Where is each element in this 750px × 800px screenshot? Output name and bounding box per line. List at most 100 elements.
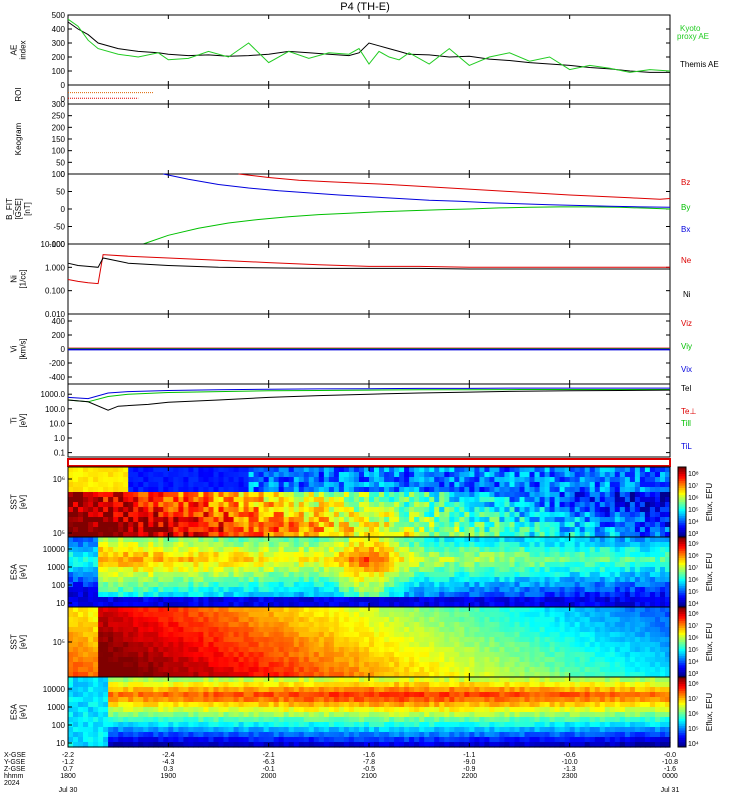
esa_e-cell bbox=[138, 572, 144, 578]
sst_e-cell bbox=[313, 467, 320, 473]
temperature-ylabel-line: Ti bbox=[10, 417, 19, 424]
sst_i-cell bbox=[429, 612, 435, 618]
sst_e-cell bbox=[479, 472, 485, 478]
esa_e-cell bbox=[634, 537, 641, 543]
esa_e-cell bbox=[198, 542, 204, 548]
sst_e-cell bbox=[148, 472, 154, 478]
sst_e-cell bbox=[544, 522, 551, 528]
sst_i-cell bbox=[78, 672, 84, 678]
sst_e-cell bbox=[604, 492, 611, 498]
density-ylabel-line: [1/cc] bbox=[19, 269, 28, 288]
sst_i-cell bbox=[464, 662, 470, 668]
sst_e-cell bbox=[639, 507, 646, 513]
sst_e-cell bbox=[639, 522, 646, 528]
sst_e-cell bbox=[609, 532, 616, 538]
esa_e-cell bbox=[474, 537, 480, 543]
esa_e-cell bbox=[328, 597, 335, 603]
sst_i-cell bbox=[364, 612, 370, 618]
sst_e-cell bbox=[404, 482, 410, 488]
sst_e-cell bbox=[359, 477, 365, 483]
esa_e-cell bbox=[258, 587, 265, 593]
sst_e-cell bbox=[399, 497, 405, 503]
esa_e-cell bbox=[158, 557, 164, 563]
esa_e-cell bbox=[634, 557, 641, 563]
sst_e-cell bbox=[444, 472, 450, 478]
sst_e-cell bbox=[333, 472, 340, 478]
sst_e-cell bbox=[660, 502, 666, 508]
sst_i-cell bbox=[499, 632, 505, 638]
sst_i-cell bbox=[303, 647, 310, 653]
sst_i-cell bbox=[369, 672, 375, 678]
esa_e-cell bbox=[263, 537, 270, 543]
sst_i-cell bbox=[253, 672, 260, 678]
sst_i-cell bbox=[434, 642, 440, 648]
sst_e-cell bbox=[655, 502, 661, 508]
esa_e-cell bbox=[394, 552, 400, 558]
esa_e-cell bbox=[278, 552, 285, 558]
sst_e-cell bbox=[233, 477, 240, 483]
sst_e-cell bbox=[123, 497, 129, 503]
esa_e-cell bbox=[308, 552, 315, 558]
sst_e-cell bbox=[268, 482, 275, 488]
sst_e-cell bbox=[639, 497, 646, 503]
sst_e-cell bbox=[619, 472, 626, 478]
sst_e-cell bbox=[394, 532, 400, 538]
temperature-series-tel bbox=[67, 389, 671, 411]
sst_i-cell bbox=[253, 667, 260, 673]
esa_e-cell bbox=[143, 537, 149, 543]
sst_i-cell bbox=[313, 657, 320, 663]
sst_e-cell bbox=[454, 482, 460, 488]
sst_i-cell bbox=[444, 627, 450, 633]
sst_e-cell bbox=[253, 492, 260, 498]
sst_i-cell bbox=[188, 647, 194, 653]
sst_e-cell bbox=[604, 497, 611, 503]
esa_e-cell bbox=[103, 572, 109, 578]
sst_i-cell bbox=[223, 627, 230, 633]
esa_e-cell bbox=[499, 557, 505, 563]
sst_i-cell bbox=[434, 652, 440, 658]
sst_e-cell bbox=[278, 532, 285, 538]
esa_e-cell bbox=[484, 572, 490, 578]
esa_e-cell bbox=[484, 582, 490, 588]
sst_e-cell bbox=[133, 482, 139, 488]
esa_e-cell bbox=[464, 602, 470, 608]
sst_e-cell bbox=[208, 472, 215, 478]
sst_e-cell bbox=[288, 487, 295, 493]
sst_e-cell bbox=[113, 502, 119, 508]
sst_e-cell bbox=[454, 512, 460, 518]
sst_i-cell bbox=[379, 607, 385, 613]
sst_e-cell bbox=[479, 487, 485, 493]
sst_e-cell bbox=[629, 532, 636, 538]
sst_i-cell bbox=[328, 617, 335, 623]
sst_i-cell bbox=[514, 622, 521, 628]
sst_e-cell bbox=[78, 497, 84, 503]
sst_e-cell bbox=[133, 487, 139, 493]
temperature-ytick-label: 10.0 bbox=[49, 419, 65, 428]
sst_e-cell bbox=[434, 532, 440, 538]
esa_e-cell bbox=[313, 597, 320, 603]
esa_e-cell bbox=[649, 567, 656, 573]
esa_e-cell bbox=[98, 592, 104, 598]
sst_e-cell bbox=[238, 472, 245, 478]
sst_i-cell bbox=[364, 637, 370, 643]
sst_e-cell bbox=[569, 477, 576, 483]
esa_e-cell bbox=[660, 537, 666, 543]
esa_e-cell bbox=[238, 587, 245, 593]
esa_e-cell bbox=[604, 577, 611, 583]
esa_e-cell bbox=[98, 537, 104, 543]
sst_e-cell bbox=[364, 477, 370, 483]
esa_e-cell bbox=[649, 592, 656, 598]
sst_e-cell bbox=[499, 517, 505, 523]
esa_e-cell bbox=[364, 582, 370, 588]
sst_e-cell bbox=[549, 527, 556, 533]
sst_e-cell bbox=[328, 467, 335, 473]
esa_e-cell bbox=[228, 552, 235, 558]
sst_e-cell bbox=[173, 477, 179, 483]
sst_e-cell bbox=[343, 472, 350, 478]
esa_e-cell bbox=[238, 572, 245, 578]
esa_e-cell bbox=[153, 547, 159, 553]
esa_e-cell bbox=[188, 557, 194, 563]
sst_i-cell bbox=[208, 632, 215, 638]
sst_e-cell bbox=[93, 482, 99, 488]
sst_i-cell bbox=[288, 657, 295, 663]
